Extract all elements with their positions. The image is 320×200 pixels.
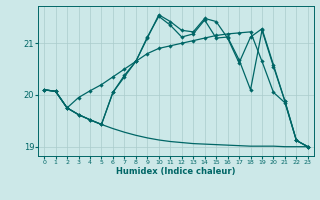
X-axis label: Humidex (Indice chaleur): Humidex (Indice chaleur) bbox=[116, 167, 236, 176]
